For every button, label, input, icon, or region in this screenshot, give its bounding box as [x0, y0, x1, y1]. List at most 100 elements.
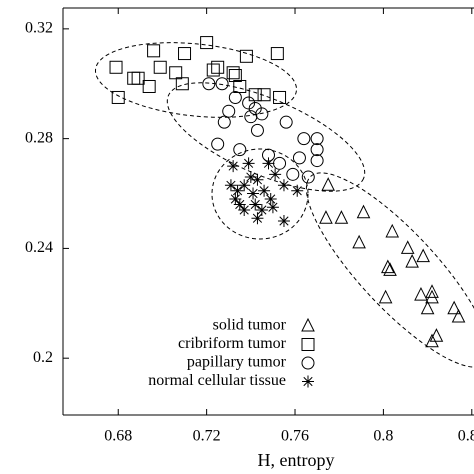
point: [238, 179, 251, 192]
y-tick-label: 0.2: [33, 349, 53, 366]
point: [229, 193, 242, 206]
point: [111, 90, 125, 104]
point: [425, 333, 439, 348]
point: [405, 254, 419, 268]
point: [414, 286, 428, 301]
point: [319, 210, 333, 224]
point: [447, 300, 461, 315]
point: [269, 168, 282, 181]
point: [297, 132, 311, 146]
point: [416, 248, 430, 263]
point: [425, 284, 439, 298]
point: [251, 173, 264, 186]
legend-marker: [302, 375, 314, 388]
point: [211, 60, 225, 74]
point: [233, 198, 246, 211]
point: [244, 171, 257, 184]
point: [215, 77, 229, 91]
x-tick-label: 0.76: [281, 428, 309, 445]
point: [257, 88, 271, 102]
point: [286, 167, 300, 181]
point: [228, 90, 242, 104]
point: [239, 49, 253, 63]
y-tick-label: 0.28: [25, 129, 53, 146]
cluster-outline: [305, 172, 474, 368]
point: [270, 47, 284, 61]
point: [244, 110, 258, 124]
point: [217, 115, 231, 129]
point: [451, 308, 466, 323]
point: [264, 193, 277, 206]
point: [383, 262, 397, 276]
point: [266, 201, 279, 214]
point: [109, 60, 123, 74]
point: [169, 66, 183, 80]
point: [255, 203, 268, 216]
point: [175, 77, 189, 91]
point: [142, 79, 156, 93]
point: [356, 204, 371, 219]
point: [273, 156, 287, 170]
point: [400, 240, 415, 254]
point: [200, 36, 214, 50]
point: [233, 143, 247, 157]
point: [277, 179, 290, 192]
x-tick-label: 0.84: [458, 428, 474, 445]
x-tick-label: 0.68: [104, 428, 132, 445]
point: [248, 88, 262, 102]
point: [291, 184, 304, 197]
point: [238, 203, 251, 216]
point: [226, 66, 240, 80]
point: [127, 71, 141, 85]
point: [420, 300, 435, 315]
legend-label: normal cellular tissue: [148, 372, 286, 389]
point: [301, 170, 315, 184]
point: [211, 137, 225, 151]
point: [249, 198, 262, 211]
legend-label: papillary tumor: [187, 354, 287, 371]
point: [310, 154, 324, 168]
point: [222, 104, 236, 118]
point: [242, 157, 255, 170]
point: [228, 69, 242, 83]
legend-marker: [301, 317, 315, 332]
point: [310, 143, 324, 157]
point: [321, 177, 335, 191]
point: [231, 184, 244, 197]
point: [233, 79, 247, 93]
point: [292, 151, 306, 165]
y-tick-label: 0.32: [25, 20, 53, 37]
legend-marker: [301, 338, 315, 351]
legend-label: solid tumor: [213, 317, 287, 334]
point: [429, 328, 444, 342]
point: [378, 289, 393, 304]
x-tick-label: 0.72: [193, 428, 221, 445]
point: [273, 90, 287, 104]
point: [247, 187, 260, 200]
point: [202, 77, 216, 91]
point: [131, 71, 145, 85]
point: [147, 44, 161, 58]
point: [262, 157, 275, 170]
legend-marker: [301, 356, 315, 370]
y-tick-label: 0.24: [25, 239, 53, 256]
point: [250, 123, 264, 137]
point: [385, 223, 400, 238]
x-tick-label: 0.8: [373, 428, 393, 445]
cluster-outline: [94, 42, 298, 118]
point: [224, 179, 237, 192]
point: [352, 234, 366, 249]
point: [425, 289, 439, 304]
point: [258, 184, 271, 197]
point: [206, 63, 220, 77]
point: [277, 214, 290, 227]
point: [178, 47, 192, 61]
legend-label: cribriform tumor: [178, 335, 287, 352]
point: [381, 259, 395, 274]
point: [310, 132, 324, 146]
x-axis-label: H, entropy: [258, 450, 335, 470]
point: [227, 160, 240, 173]
point: [153, 60, 167, 74]
cluster-outline: [211, 148, 309, 240]
